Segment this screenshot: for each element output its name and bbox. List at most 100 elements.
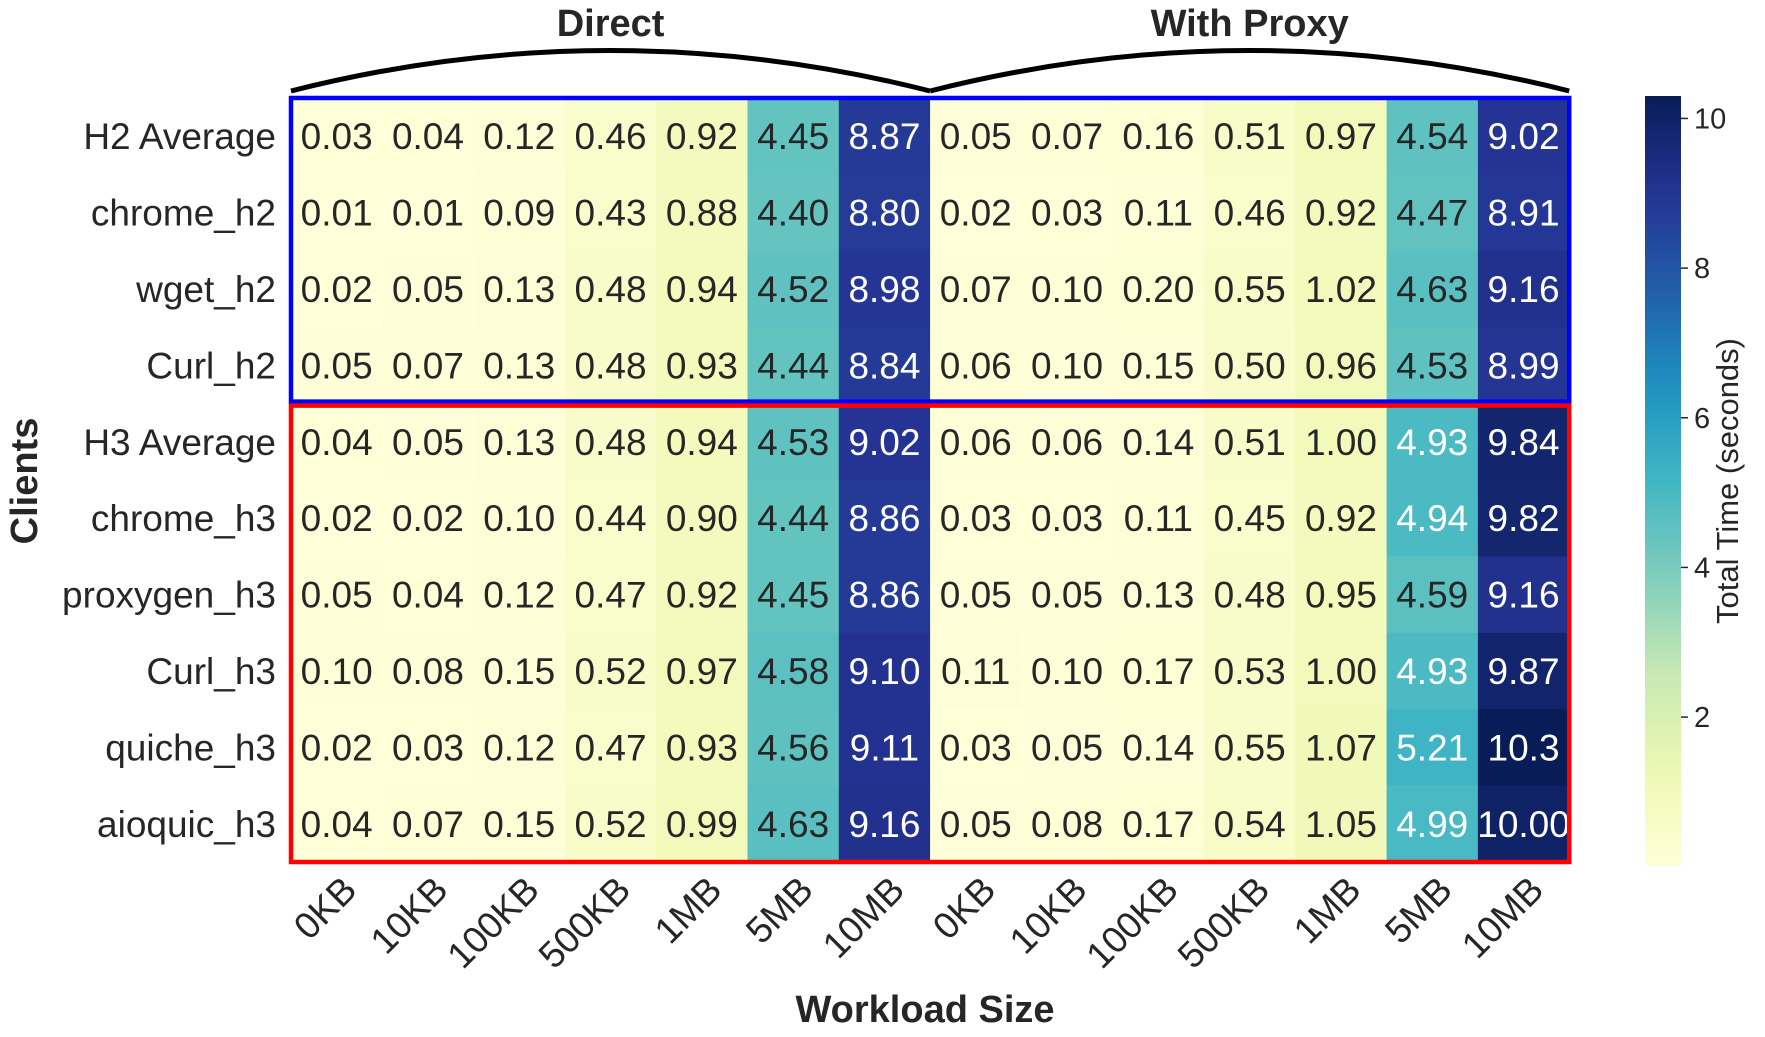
cell-value-label: 0.14 (1122, 727, 1194, 768)
heatmap-cell (1295, 250, 1388, 328)
row-label: Curl_h2 (146, 345, 276, 386)
heatmap-cell (838, 709, 931, 787)
heatmap-cell (291, 98, 383, 175)
cell-value-label: 0.07 (392, 345, 464, 386)
heatmap-cell (1386, 403, 1479, 481)
heatmap-cell (473, 327, 566, 405)
cell-value-label: 8.86 (848, 498, 920, 539)
cell-value-label: 1.02 (1305, 269, 1377, 310)
heatmap-cell (1112, 632, 1205, 710)
heatmap-cell (1204, 632, 1296, 710)
heatmap-cell (1021, 709, 1114, 787)
cell-value-label: 0.20 (1122, 269, 1194, 310)
row-label: proxygen_h3 (62, 575, 276, 616)
cell-value-label: 4.93 (1396, 422, 1468, 463)
colorbar-gradient (1645, 96, 1681, 866)
cell-value-label: 0.92 (1305, 498, 1377, 539)
heatmap-cell (382, 327, 475, 405)
cell-value-label: 0.01 (392, 193, 464, 234)
heatmap-cell (473, 98, 566, 175)
cell-value-label: 8.99 (1488, 345, 1560, 386)
cell-value-label: 5.21 (1396, 727, 1468, 768)
cell-value-label: 9.16 (848, 804, 920, 845)
heatmap-cell (747, 480, 840, 557)
heatmap-cell (291, 632, 383, 710)
row-label: wget_h2 (135, 269, 276, 310)
heatmap-cell (382, 709, 475, 787)
heatmap-cell (656, 480, 749, 557)
heatmap-cell (1204, 403, 1296, 481)
cell-value-label: 0.07 (1031, 116, 1103, 157)
heatmap-cell (473, 632, 566, 710)
cell-value-label: 0.06 (940, 422, 1012, 463)
heatmap-cell (656, 709, 749, 787)
heatmap-cell (1204, 556, 1296, 634)
cell-value-label: 8.80 (848, 193, 920, 234)
column-label: 5MB (1377, 869, 1460, 952)
heatmap-cell (1386, 327, 1479, 405)
cell-value-label: 0.05 (1031, 575, 1103, 616)
cell-value-label: 0.06 (1031, 422, 1103, 463)
cell-value-label: 4.53 (757, 422, 829, 463)
heatmap-cell (656, 632, 749, 710)
row-label: quiche_h3 (105, 727, 276, 768)
cell-value-label: 4.47 (1396, 193, 1468, 234)
heatmap-cell (1112, 556, 1205, 634)
heatmap-cell (930, 174, 1022, 252)
cell-value-label: 0.96 (1305, 345, 1377, 386)
cell-value-label: 9.84 (1488, 422, 1560, 463)
cell-value-label: 0.13 (483, 422, 555, 463)
heatmap-cell (291, 556, 383, 634)
cell-value-label: 0.02 (301, 727, 373, 768)
heatmap-cell (1295, 480, 1388, 557)
column-label: 1MB (647, 869, 730, 952)
cell-value-label: 0.13 (483, 269, 555, 310)
group-title: With Proxy (1151, 3, 1349, 45)
highlight-boxes (288, 95, 1572, 865)
cell-value-label: 0.45 (1214, 498, 1286, 539)
cell-value-label: 0.15 (483, 651, 555, 692)
cell-value-label: 0.15 (483, 804, 555, 845)
cell-value-label: 0.50 (1214, 345, 1286, 386)
heatmap-cell (656, 250, 749, 328)
cell-value-label: 0.55 (1214, 269, 1286, 310)
heatmap-cell (838, 327, 931, 405)
heatmap-cell (564, 480, 657, 557)
heatmap-cell (1021, 327, 1114, 405)
heatmap-cell (564, 250, 657, 328)
heatmap-cell (1477, 480, 1570, 557)
cell-value-label: 0.05 (301, 575, 373, 616)
group-brace (290, 48, 931, 94)
cell-value-label: 8.91 (1488, 193, 1560, 234)
cell-value-label: 4.94 (1396, 498, 1468, 539)
heatmap-cell (1295, 556, 1388, 634)
cell-value-label: 4.45 (757, 575, 829, 616)
colorbar-tick-label: 4 (1694, 552, 1710, 584)
heatmap-cell (473, 556, 566, 634)
group-title: Direct (557, 3, 665, 45)
cell-value-label: 9.02 (848, 422, 920, 463)
cell-value-label: 0.94 (666, 269, 738, 310)
y-axis-title: Clients (4, 418, 46, 545)
cell-value-label: 0.05 (940, 804, 1012, 845)
heatmap-cell (656, 556, 749, 634)
cell-value-label: 0.51 (1214, 422, 1286, 463)
cell-value-label: 0.16 (1122, 116, 1194, 157)
heatmap-cell (747, 250, 840, 328)
heatmap-cell (747, 785, 840, 863)
cell-value-label: 0.03 (940, 498, 1012, 539)
cell-value-label: 4.63 (1396, 269, 1468, 310)
cell-value-label: 0.02 (301, 269, 373, 310)
heatmap-cell (1112, 174, 1205, 252)
heatmap-cell (1295, 785, 1388, 863)
heatmap-cell (1204, 174, 1296, 252)
heatmap-cell (930, 709, 1022, 787)
heatmap-cell (1477, 174, 1570, 252)
cell-value-label: 9.11 (850, 727, 919, 768)
cell-value-label: 0.92 (666, 575, 738, 616)
cell-value-label: 0.12 (483, 727, 555, 768)
heatmap-cell (1386, 785, 1479, 863)
heatmap-cell (1295, 403, 1388, 481)
cell-value-label: 0.12 (483, 575, 555, 616)
heatmap-cell (838, 250, 931, 328)
